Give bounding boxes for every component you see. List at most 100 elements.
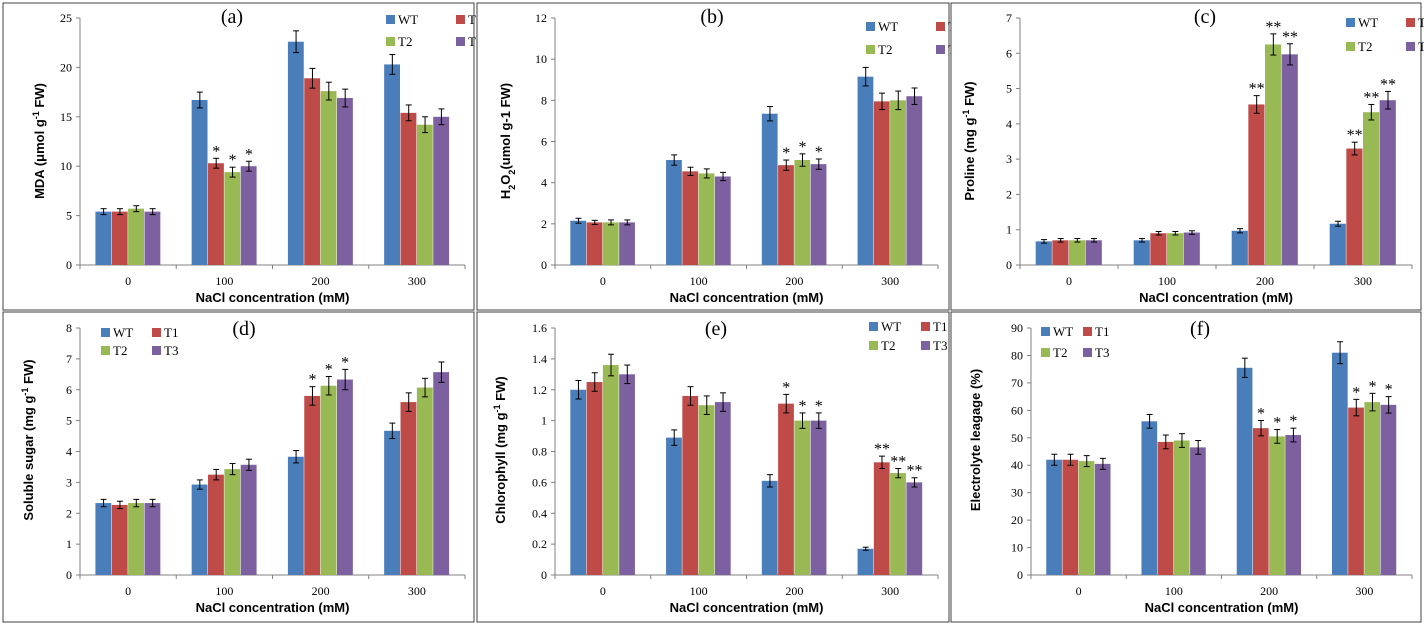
significance-mark: *	[1385, 382, 1393, 399]
significance-mark: *	[799, 398, 807, 415]
significance-mark: **	[907, 463, 923, 480]
legend-label: WT	[881, 319, 901, 334]
y-tick-label: 1	[66, 537, 72, 551]
y-tick-label: 70	[1011, 376, 1023, 390]
y-tick-label: 8	[66, 321, 72, 335]
label-part: 2	[507, 170, 517, 175]
y-tick-label: 2	[66, 506, 72, 520]
bar	[714, 402, 731, 575]
bar	[191, 484, 208, 575]
legend-label: WT	[398, 12, 418, 27]
x-tick-label: 0	[125, 584, 131, 598]
x-tick-label: 100	[215, 274, 233, 288]
bar	[761, 113, 778, 266]
legend-label: T1	[1418, 15, 1424, 30]
bar	[287, 456, 304, 575]
label-part: Soluble sugar (mg g	[21, 396, 36, 521]
y-tick-label: 25	[60, 11, 72, 25]
bar	[95, 503, 112, 575]
bar	[602, 365, 619, 575]
y-tick-label: 0	[66, 568, 72, 582]
bar	[416, 124, 433, 265]
bar	[1190, 447, 1206, 575]
bar	[619, 374, 635, 575]
bar	[1167, 233, 1184, 265]
legend-swatch	[386, 15, 395, 24]
significance-mark: *	[212, 143, 220, 160]
label-part: O	[498, 175, 513, 185]
y-tick-label: 0.6	[532, 475, 547, 489]
y-tick-label: 30	[1011, 486, 1023, 500]
bar	[320, 91, 337, 265]
bar	[570, 220, 587, 265]
x-tick-label: 0	[600, 584, 606, 598]
x-tick-label: 100	[690, 274, 708, 288]
y-tick-label: 0	[66, 258, 72, 272]
y-tick-label: 60	[1011, 403, 1023, 417]
y-tick-label: 6	[541, 135, 547, 149]
significance-mark: **	[1347, 127, 1363, 144]
x-tick-label: 0	[1066, 274, 1072, 288]
bar	[240, 166, 257, 265]
y-axis-label: H2O2(umol g-1 FW)	[498, 83, 517, 199]
legend-swatch	[869, 341, 878, 350]
label-part: 2	[507, 185, 517, 190]
legend-swatch	[1406, 42, 1415, 51]
bar	[682, 395, 699, 575]
y-tick-label: 3	[66, 475, 72, 489]
y-tick-label: 80	[1011, 348, 1023, 362]
legend-swatch	[456, 37, 465, 46]
legend: WT T1 T2 T3	[1041, 324, 1109, 360]
bar	[144, 211, 161, 265]
x-tick-label: 300	[408, 584, 426, 598]
legend-swatch	[869, 322, 878, 331]
x-tick-label: 300	[881, 584, 899, 598]
bar	[778, 403, 794, 575]
bar	[400, 402, 417, 575]
legend-swatch	[456, 15, 465, 24]
legend-swatch	[921, 341, 930, 350]
legend-label: T2	[881, 338, 895, 353]
panel-title: (e)	[705, 318, 727, 340]
bar	[191, 100, 208, 265]
legend-label: T2	[113, 343, 127, 358]
bar	[810, 420, 827, 575]
y-tick-label: 1	[1006, 223, 1012, 237]
y-tick-label: 7	[1006, 11, 1012, 25]
bar	[1281, 54, 1298, 265]
y-tick-label: 8	[541, 93, 547, 107]
bar	[1062, 459, 1079, 575]
bar	[698, 173, 715, 265]
bar	[1150, 233, 1167, 265]
x-axis-label: NaCl concentration (mM)	[1139, 290, 1293, 305]
legend-label: T3	[1095, 345, 1109, 360]
legend-label: T3	[1418, 39, 1424, 54]
label-part: FW)	[962, 81, 977, 109]
x-tick-label: 100	[1165, 584, 1183, 598]
legend-label: WT	[1358, 15, 1378, 30]
legend-swatch	[152, 346, 161, 355]
bar	[1035, 241, 1052, 265]
legend-label: T2	[1358, 39, 1372, 54]
bar	[208, 474, 224, 575]
legend-swatch	[866, 45, 875, 54]
y-tick-label: 0	[1006, 258, 1012, 272]
chart-panel-0: 0 5 10 15 20 25 0 100 * * * 200 300 NaCl concentratio…	[2, 2, 482, 311]
bar	[761, 480, 778, 575]
legend: WT T1 T2 T3	[869, 319, 947, 353]
x-axis-label: NaCl concentration (mM)	[670, 600, 824, 615]
bar	[1265, 44, 1282, 265]
significance-mark: **	[1363, 89, 1379, 106]
legend: WT T1 T2 T3	[101, 325, 178, 358]
y-tick-label: 0.2	[532, 537, 547, 551]
y-axis-label: MDA (μmol g-1 FW)	[31, 83, 47, 199]
bar	[666, 160, 682, 265]
panel-title: (a)	[221, 6, 243, 28]
chart-panel-4: 00.20.40.60.811.21.41.60 100 200** *300****…	[476, 311, 950, 623]
significance-mark: *	[1368, 378, 1376, 395]
label-part: -1	[20, 388, 30, 396]
bar	[287, 41, 304, 265]
bar	[682, 171, 699, 265]
bar	[698, 405, 715, 575]
legend-swatch	[1083, 327, 1092, 336]
